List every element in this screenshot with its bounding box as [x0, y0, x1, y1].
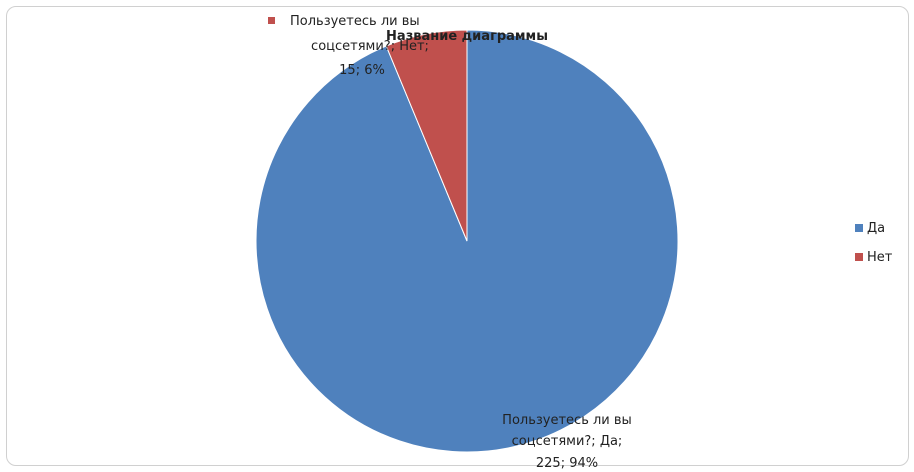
legend-label-net: Нет: [867, 250, 893, 265]
data-label-net-line-1: Пользуетесь ли вы: [290, 14, 420, 29]
data-label-da-line-3: 225; 94%: [536, 456, 598, 471]
data-label-net-line-2: соцсетями?; Нет;: [311, 39, 429, 54]
data-label-da-line-1: Пользуетесь ли вы: [502, 413, 632, 428]
data-label-da-line-2: соцсетями?; Да;: [512, 434, 623, 449]
pie-slice-net: [385, 29, 468, 242]
data-label-net: Пользуетесь ли вы соцсетями?; Нет; 15; 6…: [268, 14, 429, 78]
data-label-net-line-3: 15; 6%: [339, 63, 385, 78]
legend-swatch-da: [855, 224, 863, 232]
legend-swatch-net: [855, 253, 863, 261]
legend-label-da: Да: [867, 221, 885, 236]
chart-title: Название диаграммы: [386, 29, 548, 44]
data-label-da: Пользуетесь ли вы соцсетями?; Да; 225; 9…: [502, 413, 632, 471]
pie-slices: [255, 29, 679, 453]
data-label-net-swatch: [268, 17, 275, 24]
legend: Да Нет: [855, 221, 893, 265]
